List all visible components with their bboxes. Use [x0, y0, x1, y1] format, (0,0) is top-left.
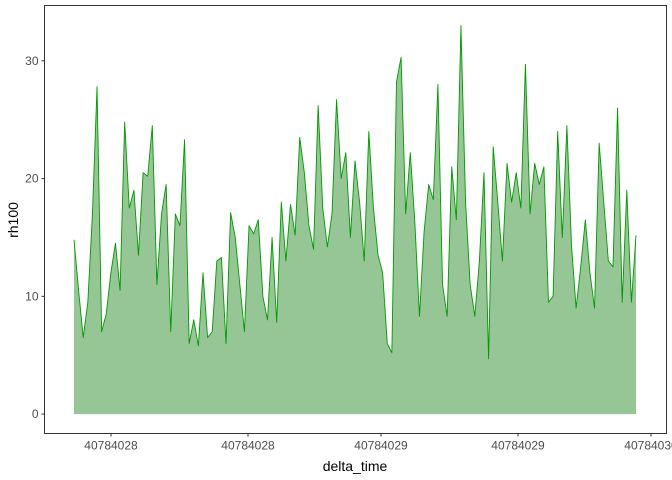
y-tick-label: 30	[25, 54, 39, 68]
area-fill	[74, 25, 636, 415]
x-axis: 40784028 40784028 40784029 40784029 40784030	[84, 433, 672, 453]
x-tick-label: 40784030	[624, 439, 672, 453]
y-axis: 0 10 20 30	[25, 54, 45, 421]
y-tick-label: 10	[25, 289, 39, 303]
x-tick-label: 40784029	[491, 439, 545, 453]
x-tick-label: 40784028	[221, 439, 275, 453]
x-tick-label: 40784028	[84, 439, 138, 453]
x-axis-title: delta_time	[323, 458, 388, 474]
panel-border	[44, 5, 667, 434]
series-line	[73, 25, 637, 360]
x-tick-label: 40784029	[354, 439, 408, 453]
y-tick-label: 0	[32, 407, 39, 421]
y-tick-label: 20	[25, 172, 39, 186]
y-axis-title: rh100	[5, 202, 21, 238]
